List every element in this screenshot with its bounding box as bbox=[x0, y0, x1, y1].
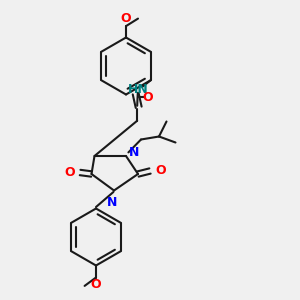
Text: O: O bbox=[155, 164, 166, 178]
Text: O: O bbox=[142, 91, 153, 104]
Text: O: O bbox=[91, 278, 101, 291]
Text: O: O bbox=[121, 12, 131, 25]
Text: O: O bbox=[64, 166, 75, 179]
Text: N: N bbox=[107, 196, 118, 209]
Text: HN: HN bbox=[128, 83, 149, 96]
Text: N: N bbox=[128, 146, 139, 160]
